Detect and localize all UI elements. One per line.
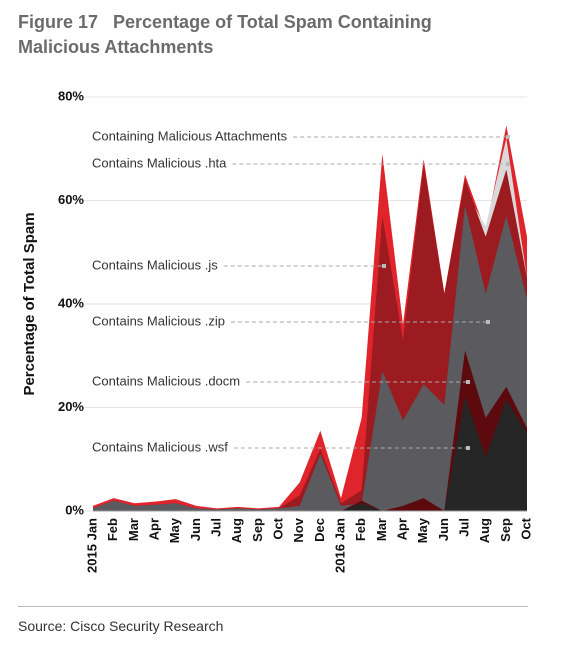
x-tick-label: Apr [146, 518, 161, 540]
x-tick-label: May [415, 517, 430, 543]
legend-label: Contains Malicious .hta [92, 155, 227, 170]
y-tick-label: 40% [58, 295, 84, 310]
leader-marker [506, 135, 510, 139]
legend-label: Contains Malicious .js [92, 257, 218, 272]
chart-title: Figure 17 Percentage of Total Spam Conta… [18, 12, 437, 57]
legend-label: Contains Malicious .docm [92, 373, 240, 388]
x-tick-label: Jun [188, 518, 203, 541]
legend-label: Contains Malicious .wsf [92, 439, 228, 454]
legend-label: Containing Malicious Attachments [92, 128, 288, 143]
area [93, 397, 527, 511]
y-tick-label: 0% [65, 502, 84, 517]
x-tick-label: Jul [208, 518, 223, 537]
leader-marker [382, 264, 386, 268]
leader-marker [466, 446, 470, 450]
x-tick-label: Mar [374, 518, 389, 541]
x-tick-label: Oct [518, 517, 533, 539]
leader-marker [466, 380, 470, 384]
leader-marker [506, 162, 510, 166]
separator [18, 606, 528, 607]
area [93, 205, 527, 512]
source-note: Source: Cisco Security Research [18, 618, 224, 634]
x-tick-label: Sep [498, 518, 513, 542]
x-tick-label: Aug [477, 518, 492, 543]
x-tick-label: Oct [270, 517, 285, 539]
y-axis-label: Percentage of Total Spam [21, 212, 38, 395]
legend-label: Contains Malicious .zip [92, 313, 225, 328]
x-tick-label: Sep [250, 518, 265, 542]
x-tick-label: Dec [312, 518, 327, 542]
y-tick-label: 20% [58, 399, 84, 414]
x-tick-label: Jun [436, 518, 451, 541]
y-tick-label: 80% [58, 88, 84, 103]
x-tick-label: Jul [456, 518, 471, 537]
x-tick-label: Aug [229, 518, 244, 543]
x-tick-label: Apr [394, 518, 409, 540]
x-tick-label: Feb [105, 518, 120, 541]
x-tick-label: 2015 Jan [84, 518, 99, 573]
x-tick-label: Nov [291, 517, 306, 542]
x-tick-label: Mar [126, 518, 141, 541]
leader-marker [486, 320, 490, 324]
x-tick-label: May [167, 517, 182, 543]
x-tick-label: 2016 Jan [332, 518, 347, 573]
x-tick-label: Feb [353, 518, 368, 541]
y-tick-label: 60% [58, 192, 84, 207]
